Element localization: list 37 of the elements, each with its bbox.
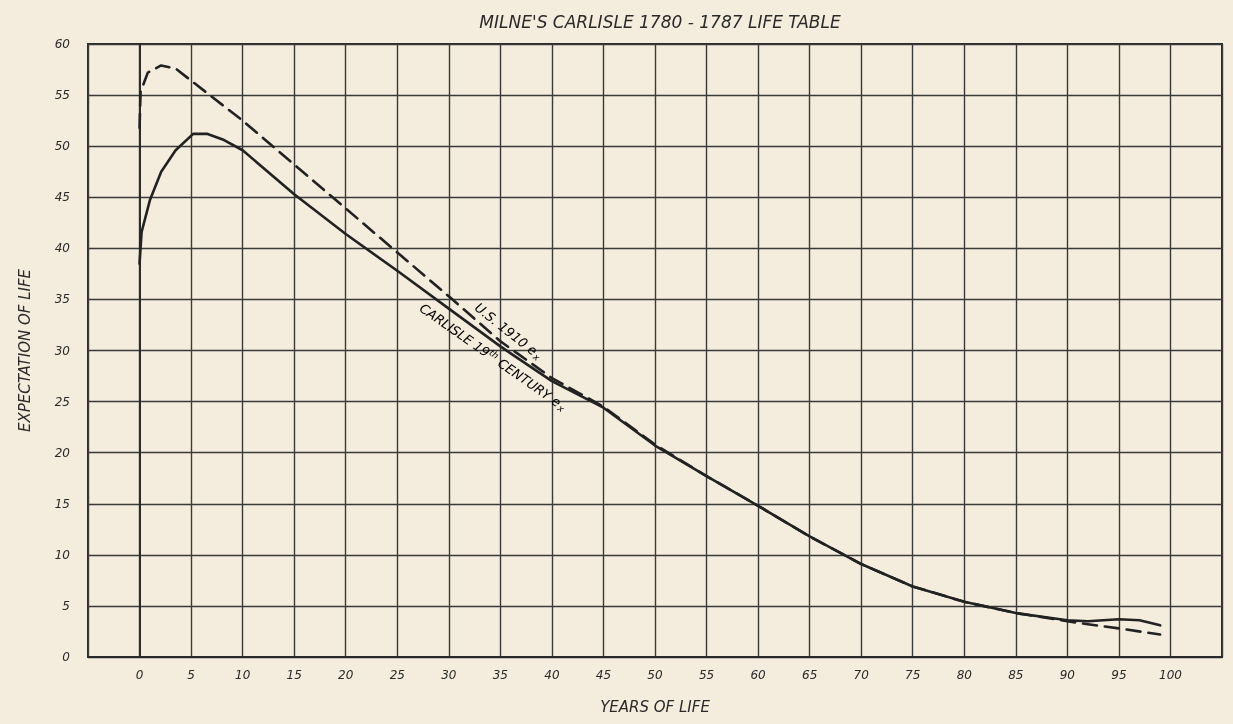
x-tick-label: 35 bbox=[492, 668, 508, 682]
x-tick-label: 40 bbox=[544, 668, 560, 682]
y-tick-label: 10 bbox=[54, 547, 71, 562]
x-tick-label: 55 bbox=[698, 668, 715, 682]
x-tick-label: 0 bbox=[135, 668, 144, 682]
y-axis-title: EXPECTATION OF LIFE bbox=[15, 268, 34, 433]
x-tick-label: 60 bbox=[750, 668, 767, 682]
y-tick-label: 40 bbox=[54, 241, 71, 256]
y-tick-label: 5 bbox=[62, 598, 70, 613]
y-tick-label: 45 bbox=[54, 190, 70, 205]
x-tick-label: 100 bbox=[1159, 668, 1183, 682]
y-tick-label: 35 bbox=[54, 292, 70, 307]
y-tick-label: 20 bbox=[54, 445, 71, 460]
x-tick-label: 25 bbox=[389, 668, 405, 682]
x-tick-label: 10 bbox=[235, 668, 251, 682]
y-tick-label: 30 bbox=[54, 343, 71, 358]
x-tick-label: 15 bbox=[286, 668, 302, 682]
x-tick-label: 95 bbox=[1111, 668, 1127, 682]
y-tick-label: 25 bbox=[54, 394, 70, 409]
x-axis-title: YEARS OF LIFE bbox=[600, 697, 711, 716]
y-tick-label: 60 bbox=[54, 37, 71, 51]
y-tick-label: 50 bbox=[54, 139, 71, 154]
x-tick-label: 5 bbox=[187, 668, 195, 682]
y-tick-label: 0 bbox=[62, 650, 71, 664]
x-tick-label: 50 bbox=[647, 668, 663, 682]
y-tick-label: 15 bbox=[54, 496, 70, 511]
x-tick-label: 20 bbox=[338, 668, 354, 682]
chart-title: MILNE'S CARLISLE 1780 - 1787 LIFE TABLE bbox=[479, 11, 841, 32]
x-tick-label: 90 bbox=[1059, 668, 1076, 682]
x-tick-label: 65 bbox=[802, 668, 818, 682]
x-tick-label: 75 bbox=[905, 668, 921, 682]
x-tick-label: 70 bbox=[853, 668, 870, 682]
x-tick-label: 85 bbox=[1008, 668, 1024, 682]
x-tick-label: 45 bbox=[595, 668, 612, 682]
x-tick-label: 30 bbox=[441, 668, 457, 682]
y-tick-label: 55 bbox=[54, 88, 70, 103]
x-tick-label: 80 bbox=[956, 668, 973, 682]
